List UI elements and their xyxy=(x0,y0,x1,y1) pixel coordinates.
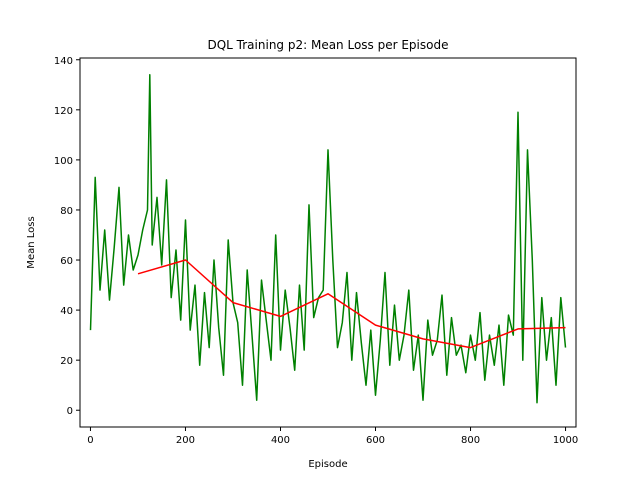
y-tick-label: 100 xyxy=(54,156,73,167)
y-tick-label: 140 xyxy=(54,56,73,67)
chart-title: DQL Training p2: Mean Loss per Episode xyxy=(208,38,449,52)
y-axis-ticks: 0 20 40 60 80 100 120 140 xyxy=(54,56,80,417)
y-tick-label: 120 xyxy=(54,106,73,117)
x-tick-label: 0 xyxy=(87,435,93,446)
axes-frame xyxy=(79,57,577,428)
x-tick-label: 600 xyxy=(366,435,385,446)
y-tick-label: 60 xyxy=(60,256,73,267)
x-axis-label: Episode xyxy=(308,459,347,470)
x-axis-ticks: 0 200 400 600 800 1000 xyxy=(87,427,578,446)
y-tick-label: 80 xyxy=(60,206,73,217)
plot-area xyxy=(79,57,577,428)
y-tick-label: 0 xyxy=(67,406,73,417)
raw-loss-line xyxy=(89,74,567,404)
x-tick-label: 1000 xyxy=(553,435,578,446)
y-tick-label: 40 xyxy=(60,306,73,317)
y-axis-label: Mean Loss xyxy=(26,216,37,268)
y-tick-label: 20 xyxy=(60,356,73,367)
x-tick-label: 200 xyxy=(176,435,195,446)
x-tick-label: 400 xyxy=(271,435,290,446)
smoothed-loss-line xyxy=(137,259,566,349)
series-layer xyxy=(89,74,567,404)
x-tick-label: 800 xyxy=(461,435,480,446)
